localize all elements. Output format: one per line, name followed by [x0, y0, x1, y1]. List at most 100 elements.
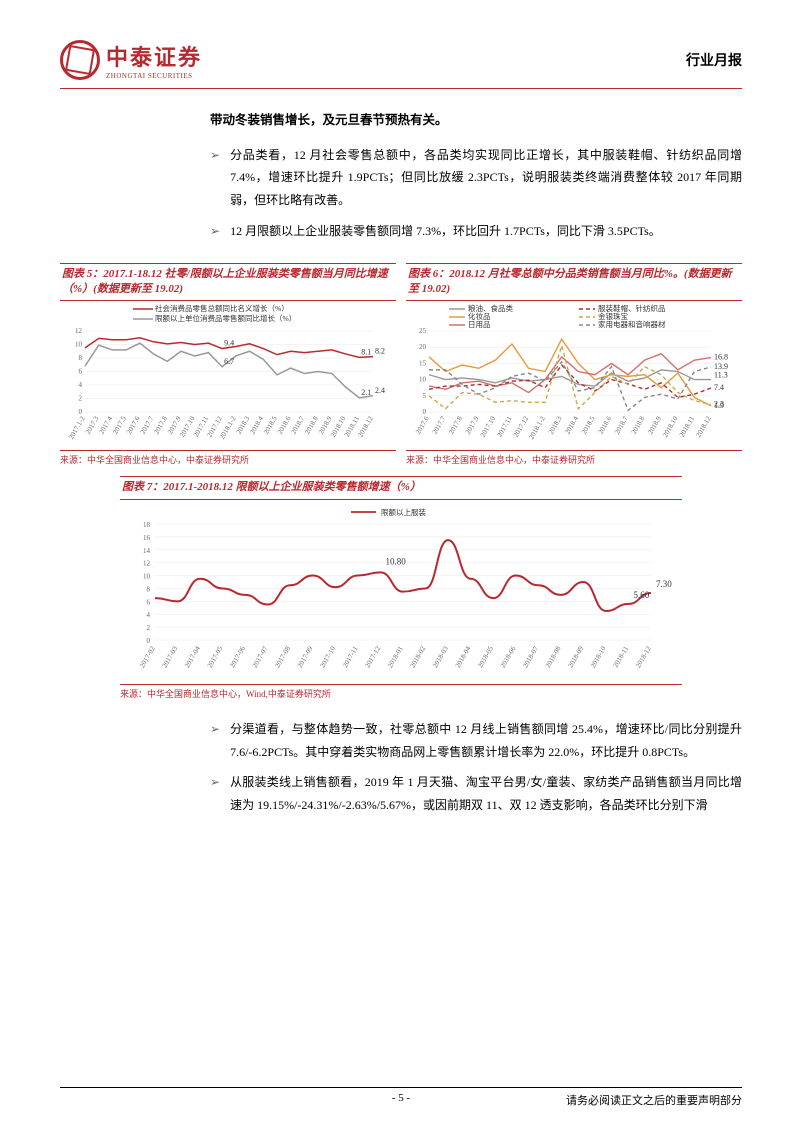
svg-text:18: 18: [143, 521, 151, 529]
svg-text:10.80: 10.80: [385, 556, 406, 566]
bullet-item: ➢ 从服装类线上销售额看，2019 年 1 月天猫、淘宝平台男/女/童装、家纺类…: [210, 771, 742, 817]
svg-text:2018-09: 2018-09: [566, 644, 585, 669]
svg-text:2017-10: 2017-10: [318, 644, 337, 669]
svg-text:日用品: 日用品: [468, 320, 491, 329]
svg-text:2017-12: 2017-12: [364, 644, 383, 669]
svg-text:7.30: 7.30: [656, 579, 672, 589]
svg-text:2018-05: 2018-05: [476, 644, 495, 669]
svg-text:2018-03: 2018-03: [431, 644, 450, 669]
bullet-marker-icon: ➢: [210, 220, 220, 243]
svg-text:12: 12: [143, 560, 151, 568]
svg-text:11.3: 11.3: [714, 371, 728, 380]
bullet-marker-icon: ➢: [210, 718, 220, 764]
page-number: - 5 -: [392, 1092, 410, 1104]
svg-text:8: 8: [147, 585, 151, 593]
chart7-body: 限额以上服装0246810121416182017-022017-032017-…: [120, 502, 682, 682]
svg-text:2018-11: 2018-11: [612, 644, 631, 668]
bullet-item: ➢ 分品类看，12 月社会零售总额中，各品类均实现同比正增长，其中服装鞋帽、针纺…: [210, 144, 742, 212]
bullet-text: 分品类看，12 月社会零售总额中，各品类均实现同比正增长，其中服装鞋帽、针纺织品…: [230, 144, 742, 212]
logo: 中泰证券 ZHONGTAI SECURITIES: [60, 40, 202, 80]
chart6-source: 来源：中华全国商业信息中心，中泰证券研究所: [406, 450, 742, 466]
svg-text:2017-02: 2017-02: [138, 644, 157, 669]
svg-text:社会消费品零售总额同比名义增长（%）: 社会消费品零售总额同比名义增长（%）: [155, 303, 289, 313]
chart6-body: 粮油、食品类化妆品日用品服装鞋帽、针纺织品金银珠宝家用电器和音响器材051015…: [406, 303, 742, 448]
svg-text:0: 0: [147, 637, 151, 645]
header-title: 行业月报: [686, 50, 742, 70]
svg-text:2018.12: 2018.12: [694, 415, 713, 439]
svg-text:8: 8: [79, 354, 83, 362]
svg-text:6: 6: [79, 368, 83, 376]
logo-en-text: ZHONGTAI SECURITIES: [106, 72, 202, 80]
svg-text:2018-07: 2018-07: [521, 644, 540, 669]
svg-text:2: 2: [147, 624, 151, 632]
svg-text:限额以上服装: 限额以上服装: [381, 507, 426, 517]
svg-text:2018-01: 2018-01: [386, 644, 405, 669]
svg-text:2017-11: 2017-11: [341, 644, 360, 668]
svg-text:6.7: 6.7: [224, 357, 234, 366]
svg-text:16: 16: [143, 534, 151, 542]
svg-text:25: 25: [419, 327, 427, 335]
svg-text:2018.8: 2018.8: [630, 415, 647, 436]
svg-text:2: 2: [79, 395, 83, 403]
svg-text:6: 6: [147, 598, 151, 606]
svg-text:8.1: 8.1: [361, 348, 371, 357]
svg-text:5.60: 5.60: [633, 590, 649, 600]
intro-paragraph: 带动冬装销售增长，及元旦春节预热有关。: [210, 109, 742, 132]
bullet-text: 分渠道看，与整体趋势一致，社零总额中 12 月线上销售额同增 25.4%，增速环…: [230, 718, 742, 764]
footer-disclaimer: 请务必阅读正文之后的重要声明部分: [566, 1092, 742, 1108]
svg-text:10: 10: [143, 572, 151, 580]
chart5-body: 社会消费品零售总额同比名义增长（%）限额以上单位消费品零售额同比增长（%）024…: [60, 303, 396, 448]
svg-text:2018.5: 2018.5: [580, 415, 597, 436]
svg-text:2017-03: 2017-03: [161, 644, 180, 669]
svg-text:10: 10: [419, 376, 427, 384]
svg-text:4: 4: [147, 611, 151, 619]
svg-text:2018.7: 2018.7: [613, 415, 630, 436]
charts-row: 图表 5：2017.1-18.12 社零/限额以上企业服装类零售额当月同比增速（…: [60, 263, 742, 467]
intro-bold-text: 带动冬装销售增长，及元旦春节预热有关。: [210, 109, 742, 132]
svg-text:2018.9: 2018.9: [646, 415, 663, 436]
page-header: 中泰证券 ZHONGTAI SECURITIES 行业月报: [60, 40, 742, 89]
svg-text:2017-08: 2017-08: [273, 644, 292, 669]
chart5-source: 来源：中华全国商业信息中心，中泰证券研究所: [60, 450, 396, 466]
svg-text:2018-02: 2018-02: [409, 644, 428, 669]
bullet-item: ➢ 12 月限额以上企业服装零售额同增 7.3%，环比回升 1.7PCTs，同比…: [210, 220, 742, 243]
svg-text:7.4: 7.4: [714, 383, 724, 392]
bullet-marker-icon: ➢: [210, 144, 220, 212]
bullet-marker-icon: ➢: [210, 771, 220, 817]
svg-text:10: 10: [75, 341, 83, 349]
svg-text:2017.7: 2017.7: [431, 415, 448, 436]
bullet-text: 从服装类线上销售额看，2019 年 1 月天猫、淘宝平台男/女/童装、家纺类产品…: [230, 771, 742, 817]
bullet-text: 12 月限额以上企业服装零售额同增 7.3%，环比回升 1.7PCTs，同比下滑…: [230, 220, 742, 243]
svg-text:2.4: 2.4: [375, 386, 385, 395]
svg-text:2018.3: 2018.3: [547, 415, 564, 436]
svg-text:2017-04: 2017-04: [183, 644, 202, 669]
chart7-source: 来源：中华全国商业信息中心，Wind,中泰证券研究所: [120, 684, 682, 700]
svg-text:1.9: 1.9: [714, 401, 724, 410]
svg-text:2.1: 2.1: [361, 388, 371, 397]
svg-text:14: 14: [143, 547, 151, 555]
svg-text:2018-04: 2018-04: [454, 644, 473, 669]
svg-text:2017-06: 2017-06: [228, 644, 247, 669]
svg-text:5: 5: [423, 392, 427, 400]
svg-text:2018.1-2: 2018.1-2: [527, 415, 547, 441]
chart5-panel: 图表 5：2017.1-18.12 社零/限额以上企业服装类零售额当月同比增速（…: [60, 263, 396, 467]
logo-cn-text: 中泰证券: [106, 40, 202, 72]
svg-text:2018.4: 2018.4: [563, 415, 580, 436]
svg-text:2018.6: 2018.6: [597, 415, 614, 436]
svg-text:16.8: 16.8: [714, 353, 728, 362]
top-bullets: ➢ 分品类看，12 月社会零售总额中，各品类均实现同比正增长，其中服装鞋帽、针纺…: [210, 144, 742, 243]
svg-text:4: 4: [79, 381, 83, 389]
svg-text:2018-12: 2018-12: [634, 644, 653, 669]
svg-text:20: 20: [419, 344, 427, 352]
chart7-title: 图表 7：2017.1-2018.12 限额以上企业服装类零售额增速（%）: [120, 476, 682, 499]
svg-text:2017-05: 2017-05: [206, 644, 225, 669]
svg-text:家用电器和音响器材: 家用电器和音响器材: [598, 319, 666, 329]
bottom-bullets: ➢ 分渠道看，与整体趋势一致，社零总额中 12 月线上销售额同增 25.4%，增…: [210, 718, 742, 817]
svg-text:2018-06: 2018-06: [499, 644, 518, 669]
svg-text:8.2: 8.2: [375, 347, 385, 356]
svg-text:2017.1-2: 2017.1-2: [67, 415, 87, 441]
svg-text:15: 15: [419, 360, 427, 368]
svg-text:限额以上单位消费品零售额同比增长（%）: 限额以上单位消费品零售额同比增长（%）: [155, 313, 296, 323]
svg-text:2017.8: 2017.8: [447, 415, 464, 436]
svg-text:9.4: 9.4: [224, 339, 234, 348]
